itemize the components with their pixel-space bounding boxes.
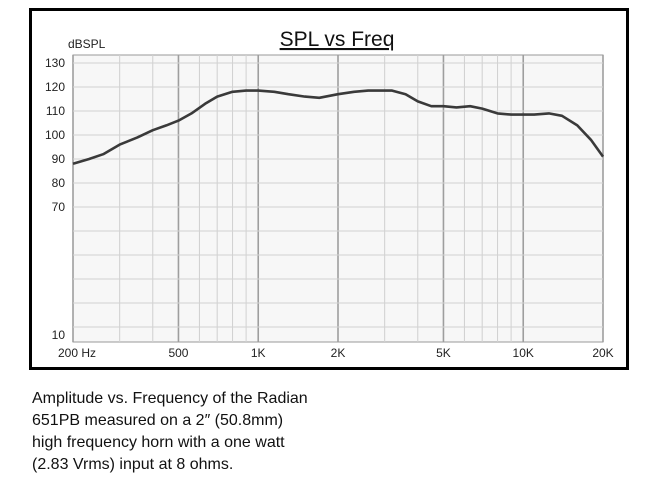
x-tick-label: 500 [168, 346, 188, 360]
spl-chart: SPL vs Freq dBSPL 130 120 110 100 90 80 70 10 20… [45, 28, 614, 360]
caption-line: 651PB measured on a 2″ (50.8mm) [32, 412, 284, 429]
chart-frame: SPL vs Freq dBSPL 130 120 110 100 90 80 70 10 20… [29, 8, 629, 370]
y-tick-label: 80 [52, 176, 66, 190]
y-tick-label: 100 [45, 128, 65, 142]
series-layer [72, 89, 605, 166]
x-tick-label: 10K [513, 346, 534, 360]
y-axis-unit-label: dBSPL [68, 37, 106, 51]
x-tick-label: 2K [331, 346, 346, 360]
grid [72, 54, 604, 343]
x-tick-label: 20K [592, 346, 613, 360]
y-tick-label: 120 [45, 80, 65, 94]
y-tick-label: 70 [52, 200, 66, 214]
x-tick-label: 200 Hz [58, 346, 96, 360]
axis-ticks: 130 120 110 100 90 80 70 10 200 Hz 500 1K 2K 5K 10K 20… [45, 56, 614, 360]
y-tick-label: 90 [52, 152, 66, 166]
figure-caption: Amplitude vs. Frequency of the Radian 651… [32, 388, 372, 476]
chart-title: SPL vs Freq [280, 28, 395, 51]
y-tick-label: 130 [45, 56, 65, 70]
y-tick-label: 10 [52, 328, 66, 342]
y-tick-label: 110 [46, 104, 65, 118]
x-tick-label: 5K [436, 346, 451, 360]
caption-line: Amplitude vs. Frequency of the Radian [32, 390, 308, 407]
spl-response-curve [72, 89, 605, 166]
caption-line: (2.83 Vrms) input at 8 ohms. [32, 456, 234, 473]
caption-line: high frequency horn with a one watt [32, 434, 285, 451]
x-tick-label: 1K [251, 346, 266, 360]
